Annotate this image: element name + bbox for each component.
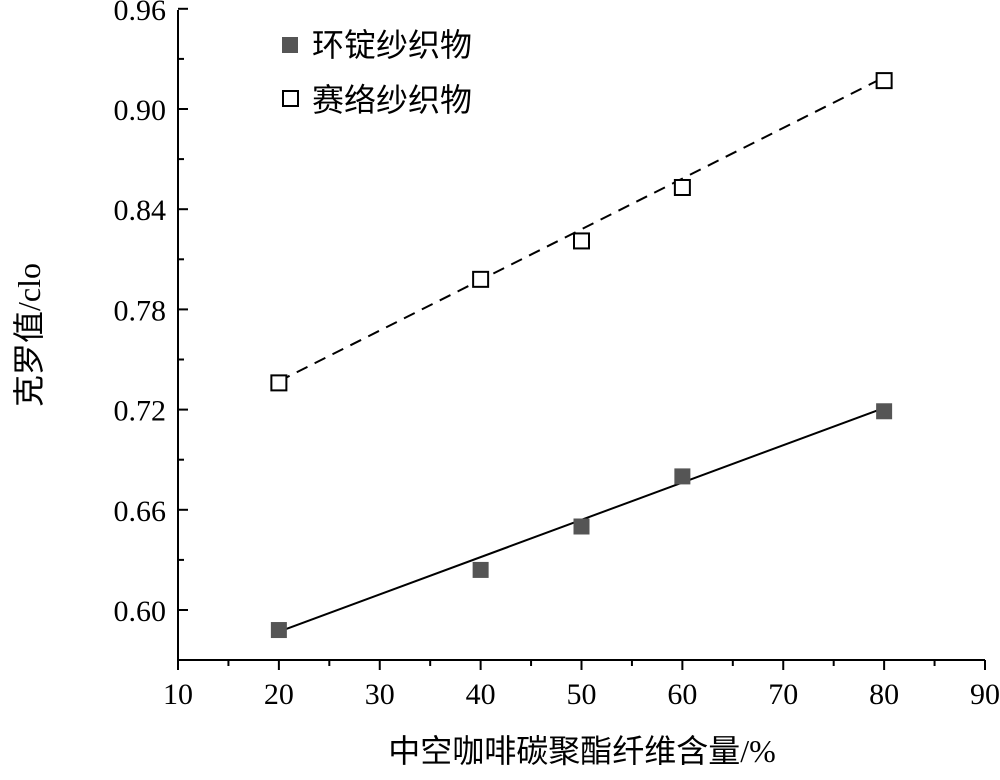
legend: 环锭纱织物 赛络纱织物 (282, 27, 472, 118)
y-tick-label: 0.96 (114, 0, 167, 27)
x-tick-label: 50 (567, 678, 597, 711)
data-point-open (573, 232, 590, 250)
data-point-filled (270, 622, 287, 639)
x-tick-label: 30 (365, 678, 395, 711)
fit-line-2 (278, 76, 885, 383)
data-point-open (673, 178, 691, 196)
x-tick-label: 40 (466, 678, 496, 711)
legend-marker-open (282, 90, 299, 107)
data-point-filled (472, 561, 489, 578)
data-point-open (472, 270, 490, 288)
y-tick-label: 0.90 (114, 94, 167, 127)
y-axis-title: 克罗值/clo (11, 263, 47, 407)
x-tick-label: 70 (768, 678, 798, 711)
y-tick-label: 0.60 (114, 595, 167, 628)
x-tick-label: 80 (869, 678, 899, 711)
x-tick-label: 60 (667, 678, 697, 711)
y-tick-label: 0.84 (114, 194, 167, 227)
x-tick-label: 20 (264, 678, 294, 711)
data-point-filled (573, 518, 590, 535)
y-tick-label: 0.72 (114, 395, 167, 428)
axes: 10 20 30 40 50 60 70 80 90 0.60 0.66 0.72 0.78 0.84 0.… (114, 0, 1000, 711)
legend-label-siro-spun: 赛络纱织物 (312, 82, 472, 118)
y-tick-label: 0.66 (114, 495, 167, 528)
data-point-open (875, 72, 893, 90)
data-point-filled (876, 403, 893, 420)
y-tick-label: 0.78 (114, 294, 167, 327)
data-point-open (270, 374, 288, 392)
data-point-filled (674, 468, 691, 485)
legend-marker-filled (282, 37, 298, 53)
x-tick-label: 90 (970, 678, 1000, 711)
fit-lines (278, 76, 885, 633)
x-axis-title: 中空咖啡碳聚酯纤维含量/% (388, 733, 776, 769)
x-tick-label: 10 (163, 678, 193, 711)
legend-label-ring-spun: 环锭纱织物 (312, 27, 472, 63)
data-points (270, 72, 893, 639)
